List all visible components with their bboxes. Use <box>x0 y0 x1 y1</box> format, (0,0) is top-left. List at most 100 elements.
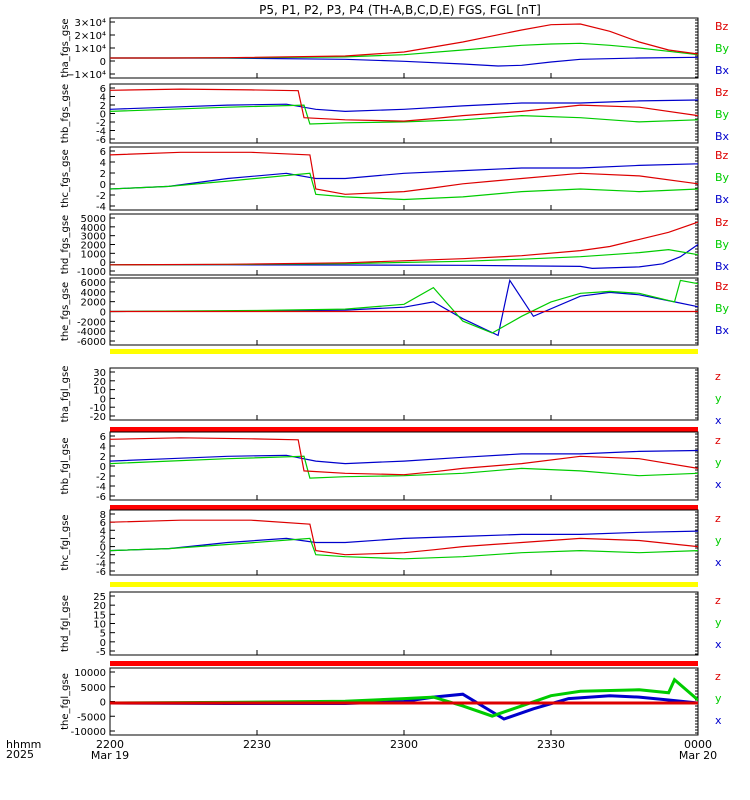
y-tick-label: 4000 <box>81 223 106 234</box>
y-tick-label: -6 <box>96 492 106 503</box>
legend-Bx: Bx <box>715 324 730 337</box>
legend-By: By <box>715 42 730 55</box>
series-line-Bz <box>110 221 698 266</box>
series-line-Bx <box>110 244 698 270</box>
y-tick-label: -1000 <box>77 267 106 278</box>
time-tick-date: Mar 19 <box>91 749 129 762</box>
y-tick-label: 0 <box>100 394 106 405</box>
series-line-Bx <box>110 163 698 190</box>
legend-Bz: Bz <box>715 149 729 162</box>
y-axis-label: the_fgl_gse <box>60 673 71 730</box>
legend-Bz: Bz <box>715 86 729 99</box>
legend-Bx: Bx <box>715 260 730 273</box>
y-tick-label: 30 <box>93 368 106 379</box>
y-axis-label: thc_fgs_gse <box>60 149 71 208</box>
time-tick-label: 2200 <box>96 738 124 751</box>
flag-bar <box>110 505 698 510</box>
legend-y: y <box>715 692 722 705</box>
y-tick-label: 2000 <box>81 241 106 252</box>
y-tick-label: 25 <box>93 592 106 603</box>
y-tick-label: -2 <box>96 551 106 562</box>
series-line-y <box>110 455 698 479</box>
series-line-Bz <box>110 88 698 122</box>
flag-bar <box>110 427 698 432</box>
y-axis-label: thb_fgs_gse <box>60 84 71 143</box>
y-axis-label: thc_fgl_gse <box>60 514 71 570</box>
flag-bar <box>110 582 698 587</box>
series-line-Bx <box>110 278 698 337</box>
series-line-Bx <box>110 56 698 67</box>
y-tick-label: -6 <box>96 135 106 146</box>
y-tick-label: -5 <box>96 647 106 658</box>
y-tick-label: 0 <box>100 462 106 473</box>
series-line-z <box>110 519 698 556</box>
y-axis-label: tha_fgs_gse <box>60 18 71 77</box>
legend-By: By <box>715 302 730 315</box>
y-tick-label: 0 <box>100 110 106 121</box>
y-tick-label: -2 <box>96 191 106 202</box>
y-tick-label: -2 <box>96 472 106 483</box>
legend-By: By <box>715 108 730 121</box>
y-tick-label: −1×10⁴ <box>66 70 106 81</box>
panel-frame <box>109 431 699 501</box>
y-tick-label: 1×10⁴ <box>75 44 106 55</box>
legend-z: z <box>715 370 721 383</box>
y-tick-label: 4 <box>100 526 106 537</box>
legend-By: By <box>715 238 730 251</box>
time-tick-label: 2330 <box>537 738 565 751</box>
y-tick-label: 2 <box>100 452 106 463</box>
y-tick-label: 5000 <box>81 683 106 694</box>
time-tick-date: Mar 20 <box>679 749 717 762</box>
legend-Bx: Bx <box>715 193 730 206</box>
legend-Bx: Bx <box>715 64 730 77</box>
y-tick-label: 0 <box>100 638 106 649</box>
y-tick-label: 6 <box>100 432 106 443</box>
legend-Bz: Bz <box>715 20 729 33</box>
y-tick-label: 3×10⁴ <box>75 18 106 29</box>
legend-y: y <box>715 534 722 547</box>
y-tick-label: 6 <box>100 518 106 529</box>
y-tick-label: -4 <box>96 202 106 213</box>
y-tick-label: -2 <box>96 118 106 129</box>
legend-Bz: Bz <box>715 280 729 293</box>
y-tick-label: 20 <box>93 601 106 612</box>
panel-frame <box>109 367 699 421</box>
y-tick-label: -4 <box>96 127 106 138</box>
panel-frame <box>109 591 699 656</box>
series-line-Bx <box>110 99 698 113</box>
y-tick-label: 2 <box>100 534 106 545</box>
y-tick-label: -4 <box>96 559 106 570</box>
legend-y: y <box>715 392 722 405</box>
flag-bar <box>110 661 698 666</box>
series-line-y <box>110 537 698 560</box>
y-tick-label: 3000 <box>81 232 106 243</box>
y-tick-label: -10000 <box>71 727 106 738</box>
y-tick-label: 4 <box>100 442 106 453</box>
y-tick-label: 0 <box>100 308 106 319</box>
y-tick-label: 0 <box>100 258 106 269</box>
flag-bar <box>110 349 698 354</box>
y-tick-label: 1000 <box>81 249 106 260</box>
legend-Bx: Bx <box>715 130 730 143</box>
y-tick-label: -6000 <box>77 337 106 348</box>
y-tick-label: 10 <box>93 620 106 631</box>
y-axis-label: thd_fgs_gse <box>60 215 71 274</box>
y-tick-label: 20 <box>93 377 106 388</box>
y-tick-label: 4 <box>100 158 106 169</box>
legend-x: x <box>715 556 722 569</box>
time-tick-label: 0000 <box>684 738 712 751</box>
y-tick-label: 2×10⁴ <box>75 31 106 42</box>
y-axis-label: tha_fgl_gse <box>60 366 71 423</box>
series-line-By <box>110 104 698 125</box>
y-tick-label: 10000 <box>74 668 106 679</box>
